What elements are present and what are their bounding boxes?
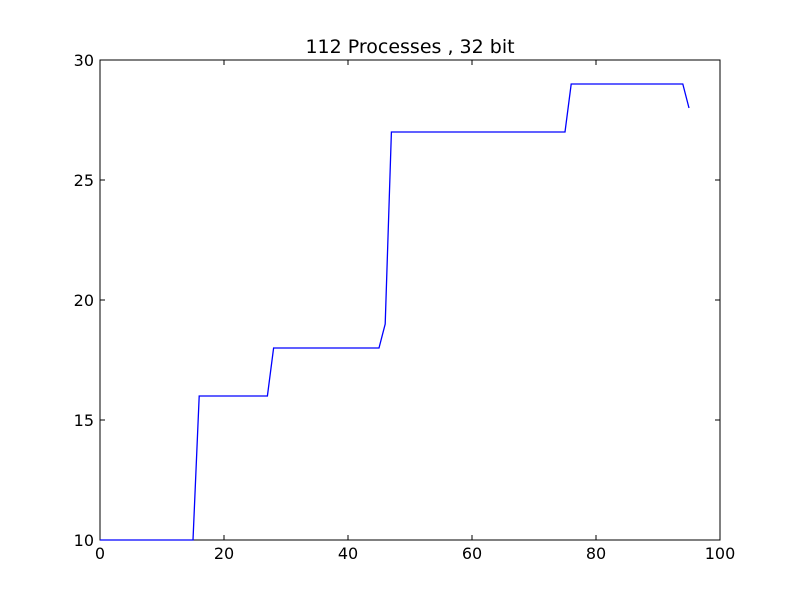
y-tick-label: 15	[74, 411, 94, 430]
x-tick-label: 20	[214, 544, 234, 563]
y-tick-label: 10	[74, 531, 94, 550]
x-tick-label: 80	[586, 544, 606, 563]
y-tick-label: 30	[74, 51, 94, 70]
series-line	[100, 83, 690, 541]
plot-area: 0 20 40 60 80 100 10 15 20 25 30	[74, 51, 736, 563]
x-tick-label: 60	[462, 544, 482, 563]
x-tick-label: 100	[705, 544, 736, 563]
y-tick-label: 25	[74, 171, 94, 190]
x-tick-label: 40	[338, 544, 358, 563]
chart-title: 112 Processes , 32 bit	[305, 36, 514, 58]
y-tick-label: 20	[74, 291, 94, 310]
x-tick-label: 0	[95, 544, 105, 563]
